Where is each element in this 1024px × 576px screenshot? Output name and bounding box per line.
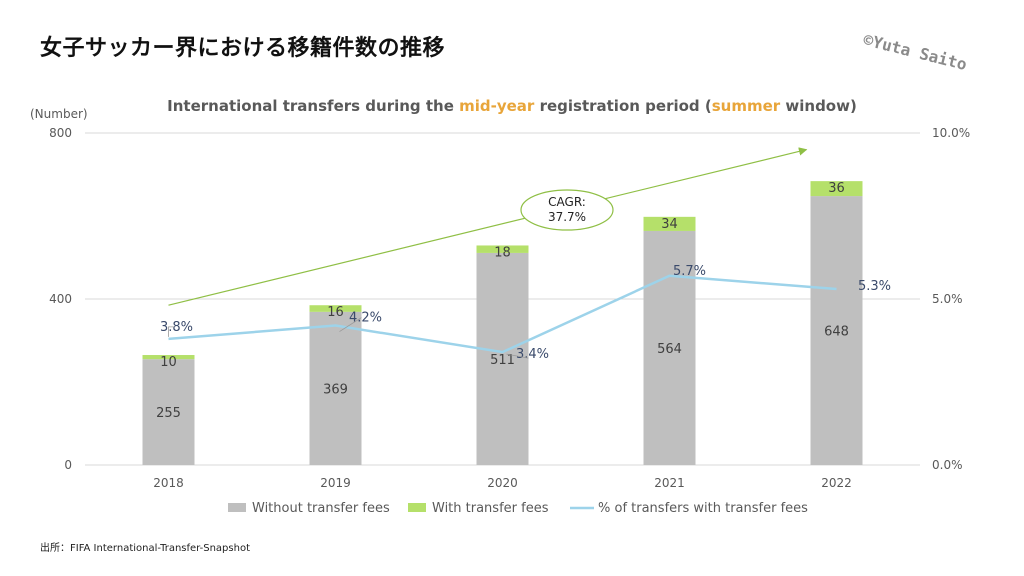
legend-label: Without transfer fees xyxy=(252,501,390,516)
pct-data-label: 5.3% xyxy=(858,279,891,294)
bar-with-fees xyxy=(142,355,195,360)
y2-tick-label: 0.0% xyxy=(932,458,963,472)
chart-subtitle-part: summer xyxy=(712,97,781,115)
data-label-with-fees: 10 xyxy=(160,355,177,370)
data-label-without-fees: 564 xyxy=(657,342,682,357)
pct-data-label: 3.8% xyxy=(160,320,193,335)
bar-with-fees xyxy=(309,305,362,312)
legend-swatch xyxy=(408,503,426,512)
data-label-with-fees: 34 xyxy=(661,217,678,232)
bar-with-fees xyxy=(476,245,529,253)
y-tick-label: 400 xyxy=(49,292,72,306)
pct-data-label: 3.4% xyxy=(516,347,549,362)
x-tick-label: 2019 xyxy=(320,476,351,490)
data-label-with-fees: 16 xyxy=(327,305,344,320)
trend-arrow xyxy=(168,147,808,306)
x-tick-label: 2021 xyxy=(654,476,685,490)
chart-subtitle-part: registration period ( xyxy=(534,97,711,115)
pct-data-label: 4.2% xyxy=(349,311,382,326)
pct-data-label: 5.7% xyxy=(673,264,706,279)
legend-swatch xyxy=(228,503,246,512)
data-label-without-fees: 511 xyxy=(490,353,515,368)
data-label-with-fees: 36 xyxy=(828,181,845,196)
pct-line xyxy=(168,274,837,354)
y-tick-label: 800 xyxy=(49,126,72,140)
y-tick-label: 0 xyxy=(64,458,72,472)
data-label-without-fees: 648 xyxy=(824,325,849,340)
x-tick-label: 2018 xyxy=(153,476,184,490)
y-axis-label: (Number) xyxy=(30,107,88,121)
legend-label: With transfer fees xyxy=(432,501,549,516)
legend-label: % of transfers with transfer fees xyxy=(598,501,808,516)
data-label-with-fees: 18 xyxy=(494,245,511,260)
leader-line xyxy=(168,326,175,337)
cagr-value: 37.7% xyxy=(548,210,586,224)
chart-subtitle-part: window) xyxy=(780,97,857,115)
source-note: 出所：FIFA International-Transfer-Snapshot xyxy=(40,543,250,554)
x-tick-label: 2022 xyxy=(821,476,852,490)
bar-without-fees xyxy=(643,230,696,465)
y2-tick-label: 5.0% xyxy=(932,292,963,306)
bar-with-fees xyxy=(643,216,696,231)
chart-subtitle-part: mid-year xyxy=(459,97,535,115)
cagr-label: CAGR: xyxy=(548,195,586,209)
leader-line xyxy=(506,353,529,359)
data-label-without-fees: 369 xyxy=(323,382,348,397)
bar-without-fees xyxy=(309,311,362,465)
y2-tick-label: 10.0% xyxy=(932,126,970,140)
cagr-ellipse xyxy=(520,189,614,231)
chart-subtitle: International transfers during the mid-y… xyxy=(167,97,857,115)
x-tick-label: 2020 xyxy=(487,476,518,490)
leader-line xyxy=(339,317,362,332)
data-label-without-fees: 255 xyxy=(156,406,181,421)
bar-without-fees xyxy=(142,359,195,465)
bar-with-fees xyxy=(810,181,863,197)
page-title: 女子サッカー界における移籍件数の推移 xyxy=(40,36,446,61)
bar-without-fees xyxy=(810,196,863,465)
chart-subtitle-part: International transfers during the xyxy=(167,97,459,115)
bar-without-fees xyxy=(476,252,529,465)
